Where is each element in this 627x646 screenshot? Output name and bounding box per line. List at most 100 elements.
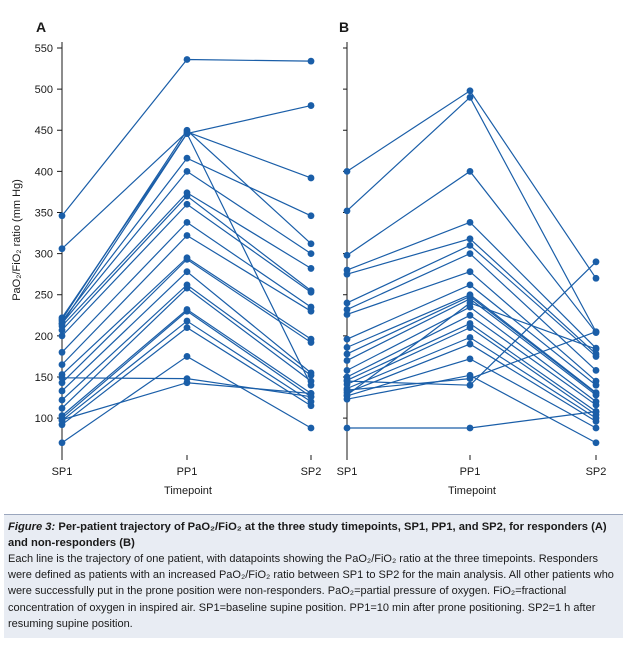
patient-point-a-24-sp1 xyxy=(58,320,66,327)
patient-point-a-2-sp2 xyxy=(307,174,315,182)
patient-line-a-21 xyxy=(61,355,312,444)
patient-point-a-13-sp1 xyxy=(58,379,66,387)
patient-point-b-7-sp1 xyxy=(343,306,351,313)
patient-point-b-21-sp1 xyxy=(343,424,351,432)
patient-point-b-10-sp1 xyxy=(343,343,351,351)
patient-point-a-21-sp1 xyxy=(58,439,66,447)
patient-point-b-23-sp1 xyxy=(343,386,351,394)
panel-a-plot: SP1 PP1 SP2 100 150 200 250 300 350 400 450 500 550 xyxy=(35,42,322,478)
patient-point-a-14-sp1 xyxy=(58,387,66,395)
patient-point-a-6-pp1 xyxy=(183,167,191,175)
patient-point-b-5-pp1 xyxy=(466,235,474,243)
panel-b-plot: SP1 PP1 SP2 xyxy=(337,42,607,478)
patient-point-b-9-pp1 xyxy=(466,281,474,289)
y-tick-label-350: 350 xyxy=(35,207,53,219)
patient-point-a-13-pp1 xyxy=(183,255,191,263)
patient-point-a-7-sp2 xyxy=(307,265,315,272)
patient-point-a-23-pp1 xyxy=(183,379,191,387)
patient-point-a-5-sp2 xyxy=(307,212,315,220)
patient-point-a-9-pp1 xyxy=(183,200,191,208)
patient-point-b-23-sp2 xyxy=(592,328,600,336)
patient-point-a-24-pp1 xyxy=(183,130,191,137)
caption-figure-label: Figure 3: xyxy=(8,521,56,533)
patient-point-b-11-sp1 xyxy=(343,350,351,358)
patient-point-b-24-sp1 xyxy=(343,391,351,399)
patient-point-a-15-sp1 xyxy=(58,396,66,404)
patient-point-a-13-sp2 xyxy=(307,339,315,346)
patient-point-b-24-sp2 xyxy=(592,345,600,353)
patient-point-a-4-sp2 xyxy=(307,240,315,248)
patient-point-b-19-pp1 xyxy=(466,355,474,363)
y-axis-label: PaO₂/FiO₂ ratio (mm Hg) xyxy=(11,179,23,301)
patient-point-b-7-sp2 xyxy=(592,367,600,374)
y-tick-label-300: 300 xyxy=(35,249,53,261)
x-tick-label-b-pp1: PP1 xyxy=(460,466,481,478)
patient-point-b-9-sp1 xyxy=(343,335,351,343)
patient-line-a-23 xyxy=(61,382,312,421)
patient-line-b-16 xyxy=(346,326,597,416)
patient-point-b-14-sp2 xyxy=(592,401,600,409)
patient-point-a-8-pp1 xyxy=(183,192,191,200)
patient-point-b-23-pp1 xyxy=(466,375,474,383)
patient-point-b-21-pp1 xyxy=(466,424,474,432)
patient-point-b-17-pp1 xyxy=(466,334,474,341)
patient-point-a-20-sp1 xyxy=(58,421,66,429)
patient-point-a-11-sp1 xyxy=(58,361,66,369)
y-tick-label-100: 100 xyxy=(35,413,53,425)
patient-point-b-21-sp2 xyxy=(592,408,600,415)
patient-point-a-21-sp2 xyxy=(307,424,315,432)
x-tick-label-a-sp2: SP2 xyxy=(301,466,322,478)
patient-point-b-2-sp1 xyxy=(343,207,351,215)
patient-point-a-8-sp1 xyxy=(58,326,66,334)
patient-point-b-12-sp2 xyxy=(592,391,600,399)
patient-line-b-1 xyxy=(346,89,597,279)
y-tick-label-250: 250 xyxy=(35,290,53,302)
patient-point-b-2-pp1 xyxy=(466,93,474,101)
patient-point-a-21-pp1 xyxy=(183,353,191,360)
y-tick-label-150: 150 xyxy=(35,372,53,384)
x-tick-label-a-sp1: SP1 xyxy=(52,466,73,478)
patient-point-b-14-pp1 xyxy=(466,311,474,319)
patient-point-b-8-pp1 xyxy=(466,268,474,276)
caption-title-text: Per-patient trajectory of PaO₂/FiO₂ at t… xyxy=(8,521,607,549)
patient-point-b-1-sp1 xyxy=(343,167,351,175)
patient-point-a-11-pp1 xyxy=(183,232,191,239)
patient-point-a-20-sp2 xyxy=(307,402,315,410)
patient-point-a-20-pp1 xyxy=(183,324,191,332)
patient-point-b-12-sp1 xyxy=(343,357,351,364)
y-tick-label-200: 200 xyxy=(35,331,53,343)
panel-a-label: A xyxy=(36,19,46,35)
patient-point-a-18-pp1 xyxy=(183,307,191,315)
patient-line-b-19 xyxy=(346,358,597,429)
patient-point-b-18-pp1 xyxy=(466,340,474,348)
x-tick-label-a-pp1: PP1 xyxy=(177,466,198,478)
panel-b-label: B xyxy=(339,19,349,35)
patient-point-a-15-sp2 xyxy=(307,371,315,379)
patient-point-b-20-sp2 xyxy=(592,439,600,447)
patient-point-a-1-pp1 xyxy=(183,56,191,63)
patient-point-b-1-pp1 xyxy=(466,87,474,95)
caption-body: Each line is the trajectory of one patie… xyxy=(8,553,614,630)
patient-point-b-22-sp2 xyxy=(592,258,600,266)
patient-point-a-6-sp2 xyxy=(307,250,315,258)
patient-point-b-16-pp1 xyxy=(466,324,474,332)
patient-point-b-8-sp1 xyxy=(343,311,351,318)
patient-point-a-2-sp1 xyxy=(58,245,66,253)
y-tick-label-500: 500 xyxy=(35,84,53,96)
x-tick-label-b-sp2: SP2 xyxy=(586,466,607,478)
caption-title: Figure 3: Per-patient trajectory of PaO₂… xyxy=(8,519,619,551)
patient-point-a-5-pp1 xyxy=(183,154,191,162)
patient-point-a-16-pp1 xyxy=(183,284,191,292)
y-tick-label-550: 550 xyxy=(35,43,53,55)
patient-point-b-4-pp1 xyxy=(466,218,474,226)
patient-point-a-9-sp1 xyxy=(58,332,66,340)
patient-point-b-3-sp1 xyxy=(343,251,351,259)
y-tick-label-400: 400 xyxy=(35,166,53,178)
patient-point-a-9-sp2 xyxy=(307,288,315,296)
patient-point-b-3-pp1 xyxy=(466,167,474,175)
patient-point-a-10-pp1 xyxy=(183,218,191,226)
patient-point-b-13-sp1 xyxy=(343,367,351,374)
patient-point-a-14-pp1 xyxy=(183,268,191,276)
patient-point-a-11-sp2 xyxy=(307,307,315,315)
figure-caption: Figure 3: Per-patient trajectory of PaO₂… xyxy=(4,514,623,639)
